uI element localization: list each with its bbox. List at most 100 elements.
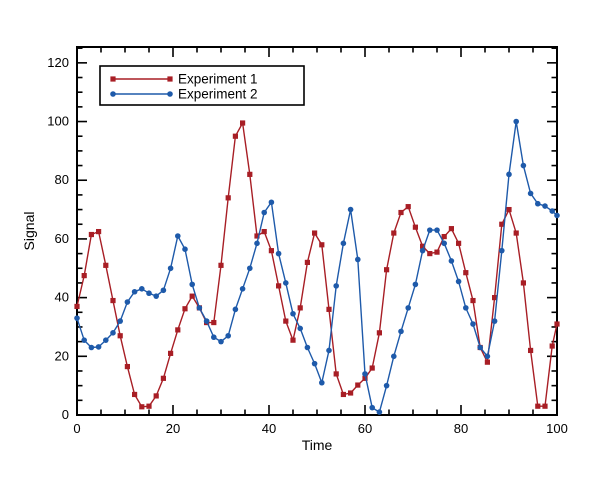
data-point-square <box>74 303 80 310</box>
y-axis-title: Signal <box>21 212 37 251</box>
data-point-square <box>189 293 195 299</box>
legend-box <box>99 65 305 106</box>
data-point-square <box>132 391 138 398</box>
data-point-circle <box>103 337 109 343</box>
data-point-circle <box>477 344 484 351</box>
data-point-circle <box>513 118 519 125</box>
data-point-circle <box>167 265 174 272</box>
data-point-square <box>167 76 173 82</box>
y-tick-labels: 0 20 40 60 80 100 120 <box>47 55 69 422</box>
data-point-circle <box>448 258 455 264</box>
data-point-square <box>312 230 318 236</box>
data-point-square <box>456 240 462 246</box>
data-point-circle <box>139 286 145 292</box>
data-point-circle <box>196 305 203 311</box>
data-point-circle <box>117 318 123 324</box>
data-point-square <box>333 371 339 377</box>
data-point-square <box>254 233 260 239</box>
data-point-circle <box>182 246 188 252</box>
y-tick-label: 40 <box>55 290 69 305</box>
data-point-square <box>290 337 296 343</box>
x-tick-label: 60 <box>358 421 372 436</box>
data-point-circle <box>304 344 311 351</box>
data-point-circle <box>441 240 448 247</box>
data-point-circle <box>491 318 498 324</box>
data-point-circle <box>506 171 512 178</box>
data-point-square <box>398 209 404 216</box>
data-point-square <box>340 391 346 398</box>
data-point-circle <box>326 347 332 354</box>
data-point-square <box>88 231 94 238</box>
data-point-circle <box>239 286 246 292</box>
data-point-square <box>355 382 361 388</box>
data-point-circle <box>131 288 138 295</box>
data-point-circle <box>124 299 131 305</box>
data-point-circle <box>311 360 318 367</box>
data-point-circle <box>81 337 87 343</box>
data-point-circle <box>203 318 210 324</box>
data-point-square <box>103 262 109 268</box>
data-point-circle <box>268 199 275 206</box>
data-point-circle <box>153 293 159 299</box>
data-point-circle <box>499 247 505 254</box>
data-point-circle <box>554 212 560 219</box>
data-point-circle <box>95 344 102 350</box>
x-tick-label: 100 <box>546 421 568 436</box>
data-point-square <box>427 250 433 257</box>
data-point-circle <box>376 409 383 415</box>
y-tick-label: 60 <box>55 231 69 246</box>
data-point-circle <box>232 306 239 313</box>
data-point-square <box>434 249 440 255</box>
data-point-square <box>168 350 174 356</box>
data-point-circle <box>88 344 95 351</box>
data-point-square <box>139 404 145 410</box>
data-point-circle <box>254 240 260 247</box>
data-point-square <box>348 390 354 396</box>
data-point-square <box>470 297 476 304</box>
data-point-circle <box>333 283 340 289</box>
data-point-square <box>535 403 541 409</box>
y-tick-label: 0 <box>62 407 69 422</box>
data-point-circle <box>290 310 296 317</box>
data-point-circle <box>405 305 412 311</box>
data-point-circle <box>470 321 476 327</box>
data-point-square <box>369 365 375 371</box>
data-point-circle <box>412 281 419 288</box>
data-point-circle <box>275 250 282 257</box>
data-point-circle <box>542 203 548 209</box>
series-line <box>76 122 558 408</box>
data-point-circle <box>434 227 440 233</box>
data-point-square <box>175 327 181 333</box>
legend-entry-label: Experiment 1 <box>178 72 258 87</box>
data-point-circle <box>74 315 80 321</box>
data-point-circle <box>340 240 347 247</box>
data-point-circle <box>283 280 289 286</box>
legend-entry-label: Experiment 2 <box>178 87 258 102</box>
data-point-square <box>110 297 116 304</box>
data-point-square <box>506 206 512 213</box>
data-point-square <box>448 226 454 232</box>
data-point-square <box>160 375 166 381</box>
data-point-square <box>211 319 217 326</box>
data-point-square <box>384 267 390 273</box>
data-point-square <box>247 171 253 177</box>
x-tick-label: 80 <box>454 421 468 436</box>
data-point-circle <box>175 233 181 239</box>
y-tick-label: 80 <box>55 172 69 187</box>
data-point-circle <box>347 206 354 213</box>
plot-area: 0 20 40 60 80 100 0 20 40 60 80 100 120 Experiment 1E… <box>47 46 568 436</box>
data-point-circle <box>391 353 397 360</box>
data-point-circle <box>419 247 426 254</box>
data-point-square <box>549 343 555 349</box>
data-point-square <box>499 221 505 227</box>
data-point-circle <box>398 328 404 335</box>
data-point-square <box>81 273 87 279</box>
data-point-square <box>513 230 519 236</box>
data-point-square <box>463 270 469 276</box>
data-point-circle <box>427 227 433 233</box>
data-point-square <box>542 403 548 409</box>
data-point-square <box>110 76 116 82</box>
data-point-circle <box>218 338 224 345</box>
data-point-circle <box>527 190 534 197</box>
